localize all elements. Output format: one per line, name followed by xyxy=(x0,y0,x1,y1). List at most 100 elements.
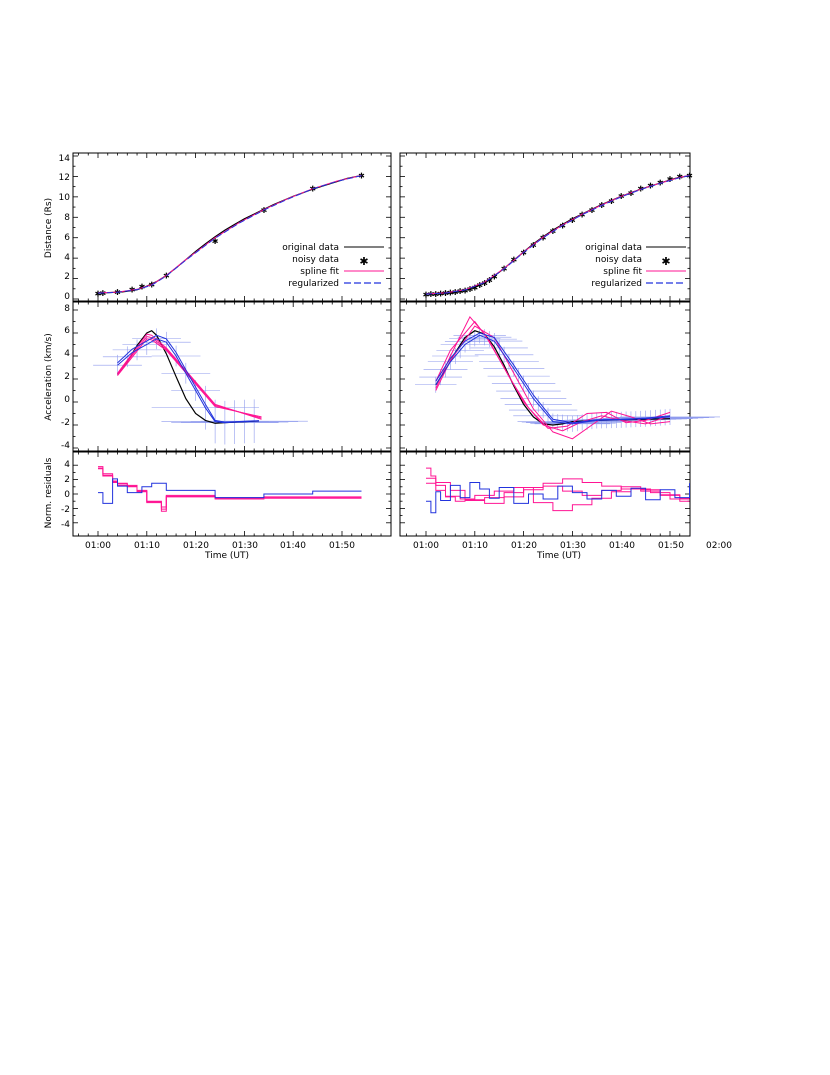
noisy-data-point: ✱ xyxy=(686,171,693,180)
legend-label-original: original data xyxy=(282,243,339,253)
error-bars xyxy=(415,327,721,432)
panel-ticks xyxy=(400,302,690,451)
series-line-regularized xyxy=(425,175,690,295)
xtick-label: 01:30 xyxy=(560,541,586,551)
ytick-label: 4 xyxy=(64,460,70,470)
legend-label-spline: spline fit xyxy=(300,267,339,277)
ytick-label: 2 xyxy=(64,272,70,282)
ytick-label: 0 xyxy=(64,490,70,500)
series-line-regularized xyxy=(98,478,362,504)
xtick-label: 01:50 xyxy=(329,541,355,551)
panel-right-distance: ✱✱✱✱✱✱✱✱✱✱✱✱✱✱✱✱✱✱✱✱✱✱✱✱✱✱ ✱✱ ✱ ✱ ✱ ✱ ✱ ✱ ✱ orig… xyxy=(399,152,693,302)
noisy-data-point: ✱ xyxy=(212,237,219,246)
yticks-acceleration: 8 6 4 2 0 -2 -4 xyxy=(61,304,70,451)
panel-frame xyxy=(72,301,392,452)
ytick-label: 6 xyxy=(64,233,70,243)
panel-left-distance: ✱✱ ✱ ✱ ✱ ✱✱✱✱✱✱ original data noisy data ✱ s… xyxy=(72,152,392,302)
series-line-regularized xyxy=(426,482,690,514)
panel-content xyxy=(415,316,721,440)
xlabel-right: Time (UT) xyxy=(536,551,581,561)
ytick-label: 10 xyxy=(59,193,71,203)
ylabel-acceleration: Acceleration (km/s) xyxy=(44,333,54,421)
series-line-regularized xyxy=(117,334,260,423)
panel-right-residuals xyxy=(399,451,691,537)
panel-ticks xyxy=(73,452,391,536)
xticks-left: 01:00 01:10 01:20 01:30 01:40 01:50 xyxy=(85,541,355,551)
xtick-label: 01:30 xyxy=(232,541,258,551)
ytick-label: 0 xyxy=(64,395,70,405)
legend-label-noisy: noisy data xyxy=(595,255,642,265)
noisy-data-point: ✱ xyxy=(462,286,469,295)
ytick-label: -2 xyxy=(61,418,70,428)
xticks-right: 01:00 01:10 01:20 01:30 01:40 01:50 02:0… xyxy=(413,541,732,551)
xtick-label: 01:10 xyxy=(134,541,160,551)
legend-label-regularized: regularized xyxy=(591,279,642,289)
noisy-data-point: ✱ xyxy=(486,276,493,285)
noisy-data-point: ✱ xyxy=(589,206,596,215)
noisy-data-point: ✱ xyxy=(628,189,635,198)
ytick-label: 12 xyxy=(59,173,70,183)
legend-label-regularized: regularized xyxy=(288,279,339,289)
panel-frame xyxy=(72,451,392,537)
ytick-label: -4 xyxy=(61,441,70,451)
noisy-data-point: ✱ xyxy=(569,216,576,225)
panel-frame xyxy=(72,152,392,302)
ytick-label: -2 xyxy=(61,505,70,515)
ytick-label: 14 xyxy=(59,154,71,164)
noisy-data-point: ✱ xyxy=(452,288,459,297)
series-line-spline-fit xyxy=(98,466,362,512)
series-line-spline-fit xyxy=(98,467,362,508)
panel-ticks xyxy=(400,452,690,536)
noisy-data-point: ✱ xyxy=(261,206,268,215)
noisy-data-point: ✱ xyxy=(358,171,365,180)
panel-frame xyxy=(399,152,691,302)
legend: original data noisy data ✱ spline fit re… xyxy=(282,243,384,289)
panel-content: ✱✱ ✱ ✱ ✱ ✱✱✱✱✱✱ xyxy=(95,171,366,298)
yticks-residuals: 4 2 0 -2 -4 xyxy=(61,460,70,530)
legend-label-spline: spline fit xyxy=(603,267,642,277)
series-line-regularized xyxy=(435,332,671,424)
noisy-data-point: ✱ xyxy=(423,290,430,299)
noisy-data-point: ✱ xyxy=(476,281,483,290)
series-line-spline-fit xyxy=(426,477,690,504)
panel-content xyxy=(93,328,308,445)
ytick-label: 6 xyxy=(64,326,70,336)
panel-ticks xyxy=(73,302,391,451)
error-bars xyxy=(93,328,308,445)
panel-ticks xyxy=(400,153,690,301)
legend-swatch-noisy: ✱ xyxy=(661,255,670,268)
panel-ticks xyxy=(73,153,391,301)
series-line-spline-fit xyxy=(425,174,690,295)
series-line-original-data xyxy=(425,174,690,295)
xtick-label: 01:00 xyxy=(413,541,439,551)
panel-left-acceleration xyxy=(72,301,392,452)
series-line-regularized xyxy=(435,334,671,425)
series-line-regularized xyxy=(117,338,260,424)
ylabel-residuals: Norm. residuals xyxy=(44,457,54,528)
ytick-label: 8 xyxy=(64,213,70,223)
xtick-label: 01:20 xyxy=(183,541,209,551)
noisy-data-point: ✱ xyxy=(457,287,464,296)
xtick-label: 02:00 xyxy=(706,541,732,551)
series-line-spline-fit xyxy=(117,335,262,419)
noisy-data-point: ✱ xyxy=(491,273,498,282)
ylabel-distance: Distance (Rs) xyxy=(44,198,54,258)
noisy-data-point: ✱ xyxy=(95,289,102,298)
series-line-spline-fit xyxy=(435,320,671,429)
series-line-spline-fit xyxy=(435,325,671,440)
xtick-label: 01:20 xyxy=(511,541,537,551)
ytick-label: 4 xyxy=(64,253,70,263)
xtick-label: 01:50 xyxy=(658,541,684,551)
ytick-label: 0 xyxy=(64,292,70,302)
panel-frame xyxy=(399,451,691,537)
series-line-regularized xyxy=(97,175,362,294)
xtick-label: 01:40 xyxy=(609,541,635,551)
ytick-label: 2 xyxy=(64,475,70,485)
ytick-label: 2 xyxy=(64,372,70,382)
legend: original data noisy data ✱ spline fit re… xyxy=(585,243,686,289)
panel-content xyxy=(98,466,362,512)
xtick-label: 01:40 xyxy=(280,541,306,551)
xtick-label: 01:10 xyxy=(462,541,488,551)
legend-label-original: original data xyxy=(585,243,642,253)
